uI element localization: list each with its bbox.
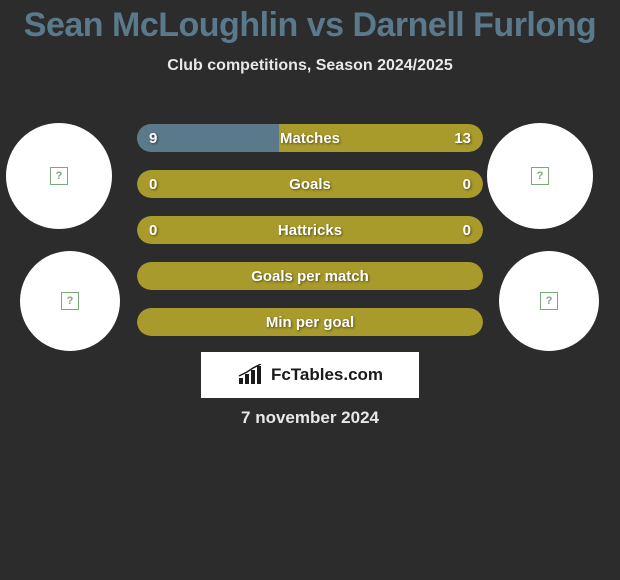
club-right-logo: ? [499, 251, 599, 351]
image-placeholder-icon: ? [531, 167, 549, 185]
stats-container: Matches913Goals00Hattricks00Goals per ma… [137, 124, 483, 354]
stat-label: Goals [137, 170, 483, 198]
stat-label: Min per goal [137, 308, 483, 336]
stat-row: Goals per match [137, 262, 483, 290]
stat-value-left: 0 [149, 170, 157, 198]
brand-box: FcTables.com [201, 352, 419, 398]
image-placeholder-icon: ? [61, 292, 79, 310]
image-placeholder-icon: ? [50, 167, 68, 185]
chart-icon [237, 364, 265, 386]
stat-label: Goals per match [137, 262, 483, 290]
player-right-logo: ? [487, 123, 593, 229]
player-left-logo: ? [6, 123, 112, 229]
stat-row: Min per goal [137, 308, 483, 336]
page-title: Sean McLoughlin vs Darnell Furlong [0, 0, 620, 45]
stat-label: Matches [137, 124, 483, 152]
stat-value-left: 0 [149, 216, 157, 244]
stat-row: Hattricks0 0 [137, 216, 483, 244]
stat-row: Goals0 0 [137, 170, 483, 198]
stat-value-left: 9 [149, 124, 157, 152]
subtitle: Club competitions, Season 2024/2025 [0, 57, 620, 75]
stat-label: Hattricks [137, 216, 483, 244]
stat-value-right: 0 [463, 216, 471, 244]
stat-row: Matches9 13 [137, 124, 483, 152]
club-left-logo: ? [20, 251, 120, 351]
date-text: 7 november 2024 [0, 408, 620, 428]
stat-value-right: 0 [463, 170, 471, 198]
brand-text: FcTables.com [271, 365, 383, 385]
stat-value-right: 13 [454, 124, 471, 152]
image-placeholder-icon: ? [540, 292, 558, 310]
